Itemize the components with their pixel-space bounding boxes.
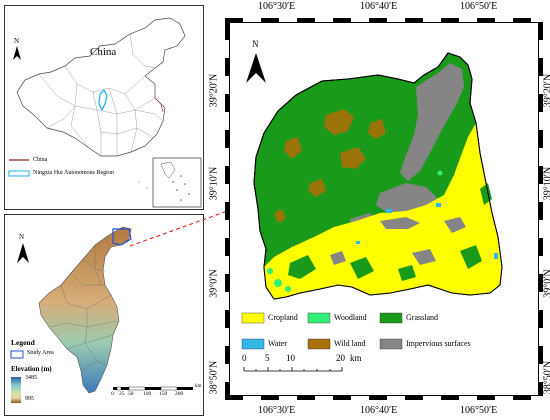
scale-tick: 100 xyxy=(143,391,152,397)
lat-left-2: 39°10′N xyxy=(208,166,220,201)
scale-tick: 50 xyxy=(128,391,134,397)
north-arrow-icon xyxy=(13,46,21,60)
lon-top-1: 106°30′E xyxy=(258,1,296,12)
china-map-title: China xyxy=(90,46,117,58)
legend-water: Water xyxy=(268,339,287,348)
china-map-panel: N xyxy=(4,5,204,210)
ningxia-highlight xyxy=(98,88,108,112)
elevation-max: 3485 xyxy=(25,375,37,381)
impervious-in-cropland xyxy=(330,217,466,265)
study-scale-tick-10: 10 xyxy=(286,353,295,363)
ningxia-scale-bar xyxy=(113,386,193,391)
study-map-inner: N xyxy=(229,22,539,396)
ningxia-map-panel: N Legend Study Area E xyxy=(4,214,204,416)
study-area-label: Study Area xyxy=(27,350,54,356)
elevation-title: Elevation (m) xyxy=(11,365,52,373)
ningxia-map: N xyxy=(10,226,193,403)
ningxia-north-arrow-icon xyxy=(17,243,29,263)
lon-top-3: 106°50′E xyxy=(460,1,498,12)
scale-tick: 0 xyxy=(111,391,114,397)
lon-bottom-1: 106°30′E xyxy=(258,405,296,416)
legend-ningxia-label: Ningxia Hui Autonomous Region xyxy=(33,170,114,176)
lon-top-2: 106°40′E xyxy=(360,1,398,12)
cropland-area xyxy=(264,123,502,299)
study-north-arrow-icon xyxy=(246,53,266,83)
lon-bottom-3: 106°50′E xyxy=(460,405,498,416)
study-scale-tick-5: 5 xyxy=(265,353,270,363)
landuse-map: N xyxy=(241,39,503,372)
elevation-ramp xyxy=(11,377,21,403)
lat-left-4: 38°50′N xyxy=(208,360,220,395)
lat-left-1: 39°20′N xyxy=(208,73,220,108)
county-borders xyxy=(48,245,118,372)
study-scale-unit: km xyxy=(350,353,362,363)
scale-tick: 150 xyxy=(159,391,168,397)
scale-tick: 200 xyxy=(175,391,184,397)
lat-right-4: 38°50′N xyxy=(542,360,550,395)
lat-right-3: 39°0′N xyxy=(542,269,550,298)
china-map: N xyxy=(8,17,202,208)
ningxia-legend-swatch xyxy=(8,170,30,177)
lat-right-1: 39°20′N xyxy=(542,73,550,108)
legend-impervious: Impervious surfaces xyxy=(406,339,471,348)
legend-woodland: Woodland xyxy=(334,313,367,322)
ningxia-north-label: N xyxy=(19,233,24,241)
wildland-patches xyxy=(274,109,386,223)
water-patches xyxy=(356,203,498,259)
study-north-label: N xyxy=(252,39,259,49)
lat-left-3: 39°0′N xyxy=(208,269,220,298)
ningxia-region xyxy=(38,226,132,394)
study-scale-bar xyxy=(243,367,343,372)
study-area-outline xyxy=(112,228,132,246)
legend-cropland: Cropland xyxy=(268,313,298,322)
ningxia-scale-unit: km xyxy=(195,384,202,389)
legend-wild-land: Wild land xyxy=(334,339,366,348)
china-north-label: N xyxy=(14,37,19,45)
lon-bottom-2: 106°40′E xyxy=(360,405,398,416)
woodland-patches xyxy=(267,170,443,292)
elevation-min: 995 xyxy=(25,396,34,402)
grassland-in-cropland xyxy=(288,183,492,281)
legend-grassland: Grassland xyxy=(406,313,438,322)
lat-right-2: 39°10′N xyxy=(542,166,550,201)
scale-tick: 25 xyxy=(119,391,125,397)
study-area-legend-swatch xyxy=(10,350,24,359)
study-scale-tick-0: 0 xyxy=(242,353,247,363)
landuse-legend-swatches xyxy=(241,312,403,350)
study-scale-tick-20: 20 xyxy=(336,353,345,363)
province-borders xyxy=(38,33,164,156)
south-china-sea-inset xyxy=(152,157,202,208)
legend-china-label: China xyxy=(33,157,48,163)
study-area-boundary xyxy=(253,52,503,300)
ningxia-legend-title: Legend xyxy=(11,338,35,347)
